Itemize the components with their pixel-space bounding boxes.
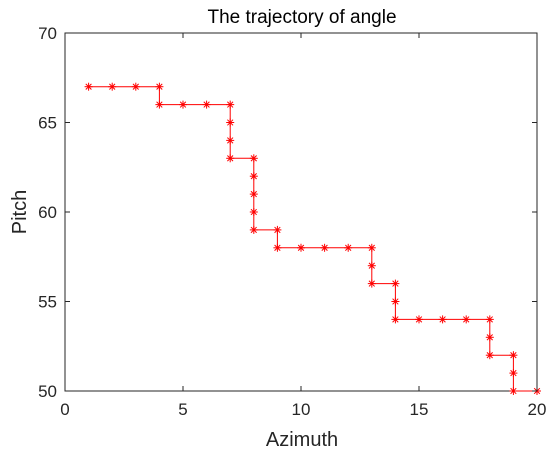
marker-stroke [250,155,257,162]
data-point-marker [391,315,400,324]
data-point-marker [438,315,447,324]
data-point-marker [108,82,117,91]
data-point-marker [367,243,376,252]
marker-stroke [179,101,187,108]
x-tick-label: 20 [528,400,547,419]
axes-box [64,32,538,392]
marker-stroke [392,280,399,287]
marker-stroke [156,101,163,108]
y-tick-label: 65 [38,114,57,133]
marker-stroke [510,369,517,377]
marker-stroke [227,137,234,144]
data-point-marker [155,100,164,109]
marker-stroke [274,226,281,234]
marker-stroke [486,334,493,341]
x-axis-label: Azimuth [266,429,338,451]
data-point-marker [226,100,235,109]
y-tick-label: 70 [38,24,57,43]
marker-stroke [227,119,234,126]
marker-stroke [463,316,470,323]
data-point-marker [509,387,518,395]
data-point-marker [485,351,494,360]
marker-stroke [109,83,116,90]
data-point-marker [226,118,235,127]
data-point-marker [367,261,376,270]
marker-stroke [345,244,352,251]
data-point-marker [367,279,376,288]
x-tick-label: 0 [60,400,69,419]
y-tick-label: 50 [38,382,57,401]
data-point-marker [226,154,235,163]
data-point-marker [415,315,423,324]
x-tick-label: 15 [410,400,429,419]
data-point-marker [155,82,164,91]
data-point-marker [249,208,258,216]
data-point-marker [273,243,282,252]
data-point-marker [391,297,400,306]
marker-stroke [368,244,375,251]
marker-stroke [250,173,257,180]
chart-title: The trajectory of angle [207,7,396,28]
marker-stroke [156,83,163,90]
data-point-marker [297,243,305,252]
marker-stroke [250,226,257,234]
y-axis-label: Pitch [9,190,31,234]
data-point-marker [249,190,258,199]
data-point-marker [509,369,518,378]
marker-stroke [486,316,493,323]
data-point-marker [84,82,93,91]
marker-stroke [439,316,446,323]
marker-stroke [321,244,328,251]
y-tick-label: 55 [38,293,57,312]
marker-stroke [368,280,375,287]
marker-stroke [486,352,493,359]
marker-stroke [274,244,281,251]
tick-layer: 0 5 10 15 20 50 55 60 65 70 [38,24,546,419]
marker-stroke [203,101,210,108]
marker-stroke [227,101,234,108]
marker-stroke [392,298,399,305]
data-point-marker [249,154,258,163]
data-point-marker [485,333,494,342]
x-tick-label: 10 [292,400,311,419]
data-point-marker [202,100,211,109]
marker-stroke [250,190,257,198]
plot-area [64,32,538,392]
marker-stroke [368,262,375,269]
marker-stroke [297,244,305,251]
data-point-marker [485,315,494,324]
data-point-marker [391,279,400,288]
y-tick-label: 60 [38,203,57,222]
data-point-marker [131,82,140,91]
data-point-marker [273,225,282,234]
marker-stroke [132,83,139,90]
data-point-marker [249,172,258,181]
x-tick-label: 5 [178,400,187,419]
marker-stroke [392,316,399,323]
data-point-marker [179,100,187,109]
data-point-marker [226,136,235,145]
marker-stroke [415,316,423,323]
marker-stroke [227,155,234,162]
marker-stroke [510,387,517,395]
data-point-marker [249,225,258,234]
marker-stroke [510,352,517,359]
series-layer [84,82,541,395]
data-point-marker [509,351,518,360]
data-point-marker [462,315,471,324]
marker-stroke [85,83,92,90]
data-point-marker [344,243,353,252]
marker-stroke [250,208,257,216]
data-point-marker [320,243,329,252]
